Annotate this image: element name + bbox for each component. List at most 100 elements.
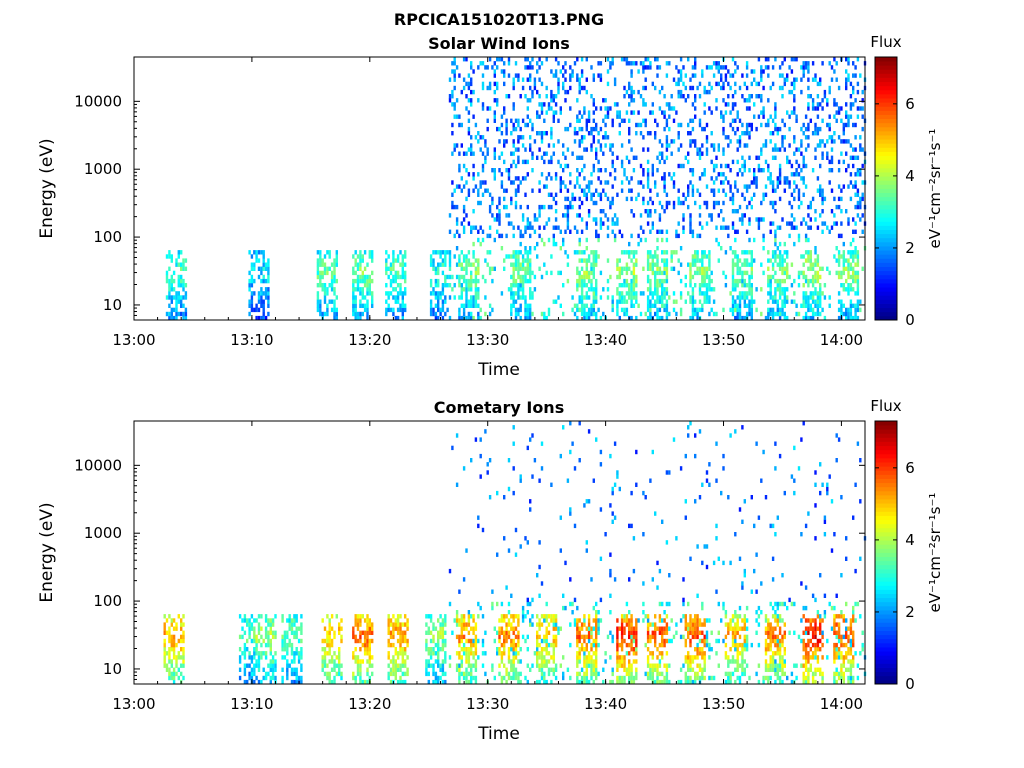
flux-cell bbox=[328, 642, 331, 648]
flux-cell bbox=[620, 638, 624, 644]
flux-cell bbox=[675, 229, 678, 234]
flux-cell bbox=[455, 204, 459, 210]
flux-cell bbox=[630, 299, 633, 304]
flux-cell bbox=[743, 81, 746, 87]
flux-cell bbox=[569, 106, 572, 111]
flux-cell bbox=[599, 217, 603, 222]
flux-cell bbox=[484, 139, 487, 144]
flux-cell bbox=[658, 299, 662, 304]
flux-cell bbox=[819, 311, 822, 317]
flux-cell bbox=[387, 614, 390, 619]
flux-cell bbox=[274, 634, 277, 640]
flux-cell bbox=[559, 69, 562, 74]
flux-cell bbox=[543, 102, 546, 107]
flux-cell bbox=[778, 126, 782, 132]
flux-cell bbox=[255, 659, 258, 664]
flux-cell bbox=[788, 233, 791, 239]
flux-cell bbox=[595, 315, 598, 321]
flux-cell bbox=[517, 307, 520, 313]
flux-cell bbox=[316, 291, 320, 296]
flux-cell bbox=[514, 204, 518, 210]
flux-cell bbox=[611, 303, 614, 308]
flux-cell bbox=[649, 315, 652, 321]
flux-cell bbox=[811, 168, 815, 173]
flux-cell bbox=[361, 278, 364, 284]
flux-cell bbox=[493, 675, 496, 681]
flux-cell bbox=[689, 221, 692, 226]
flux-cell bbox=[802, 180, 805, 185]
flux-cell bbox=[701, 73, 704, 78]
flux-cell bbox=[458, 675, 461, 681]
flux-cell bbox=[335, 655, 338, 660]
flux-cell bbox=[856, 188, 860, 193]
flux-cell bbox=[630, 188, 633, 193]
flux-cell bbox=[356, 655, 360, 660]
flux-cell bbox=[366, 307, 369, 313]
flux-cell bbox=[550, 159, 553, 165]
flux-cell bbox=[352, 671, 355, 677]
flux-cell bbox=[856, 204, 860, 210]
flux-cell bbox=[323, 647, 327, 652]
flux-cell bbox=[448, 266, 452, 271]
flux-cell bbox=[524, 315, 527, 321]
flux-cell bbox=[432, 647, 435, 652]
flux-cell bbox=[462, 634, 466, 640]
flux-cell bbox=[451, 287, 454, 292]
flux-cell bbox=[677, 270, 680, 276]
flux-cell bbox=[609, 593, 612, 598]
flux-cell bbox=[736, 126, 739, 132]
flux-cell bbox=[267, 266, 270, 271]
flux-cell bbox=[352, 283, 355, 288]
flux-cell bbox=[698, 213, 702, 218]
flux-cell bbox=[321, 287, 324, 292]
flux-cell bbox=[505, 188, 508, 193]
flux-cell bbox=[467, 278, 471, 284]
flux-cell bbox=[543, 634, 546, 640]
flux-cell bbox=[352, 270, 355, 276]
flux-cell bbox=[745, 303, 749, 308]
flux-cell bbox=[439, 614, 442, 619]
flux-cell bbox=[861, 163, 864, 169]
flux-cell bbox=[543, 225, 546, 230]
flux-cell bbox=[748, 278, 751, 284]
flux-cell bbox=[854, 254, 857, 259]
flux-cell bbox=[809, 200, 812, 206]
flux-cell bbox=[616, 663, 619, 668]
flux-cell bbox=[776, 176, 779, 181]
flux-cell bbox=[701, 151, 704, 156]
flux-cell bbox=[701, 126, 704, 132]
flux-cell bbox=[293, 618, 296, 623]
flux-cell bbox=[830, 135, 834, 140]
flux-cell bbox=[635, 274, 638, 280]
flux-cell bbox=[604, 143, 607, 148]
flux-cell bbox=[592, 192, 595, 197]
flux-cell bbox=[856, 307, 860, 313]
flux-cell bbox=[470, 89, 473, 95]
flux-cell bbox=[363, 295, 367, 300]
flux-cell bbox=[465, 679, 468, 685]
flux-cell bbox=[288, 614, 291, 619]
flux-cell bbox=[361, 630, 364, 635]
flux-cell bbox=[238, 655, 242, 660]
flux-cell bbox=[736, 188, 739, 193]
flux-cell bbox=[729, 122, 732, 128]
flux-cell bbox=[618, 274, 621, 280]
flux-cell bbox=[429, 278, 433, 284]
flux-cell bbox=[394, 274, 397, 280]
flux-cell bbox=[597, 237, 600, 243]
flux-cell bbox=[271, 663, 275, 668]
flux-cell bbox=[493, 69, 496, 74]
flux-cell bbox=[493, 147, 496, 152]
flux-cell bbox=[580, 217, 584, 222]
flux-cell bbox=[769, 274, 772, 280]
flux-cell bbox=[465, 659, 468, 664]
flux-cell bbox=[814, 287, 817, 292]
flux-cell bbox=[599, 462, 603, 467]
flux-cell bbox=[837, 307, 841, 313]
flux-cell bbox=[811, 274, 815, 280]
flux-cell bbox=[550, 131, 553, 136]
flux-cell bbox=[321, 663, 324, 668]
flux-cell bbox=[793, 278, 796, 284]
flux-cell bbox=[498, 213, 501, 218]
flux-cell bbox=[687, 151, 690, 156]
